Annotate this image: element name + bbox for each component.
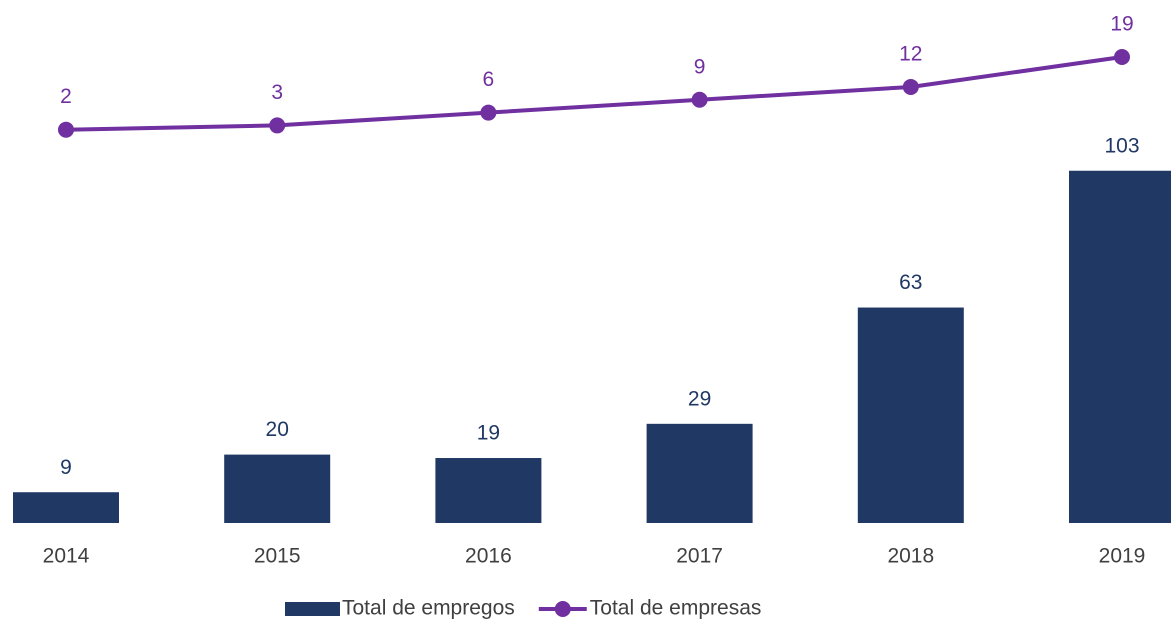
legend-swatch <box>285 602 340 616</box>
bar <box>1069 170 1171 524</box>
data-label: 63 <box>899 271 922 294</box>
bar <box>435 458 542 523</box>
line-marker <box>480 104 497 121</box>
data-label: 6 <box>483 68 495 91</box>
line-marker <box>691 91 708 108</box>
legend-label: Total de empregos <box>342 597 515 620</box>
x-tick-label: 2017 <box>676 545 723 568</box>
bar <box>224 454 331 523</box>
x-tick-label: 2014 <box>43 545 90 568</box>
line-marker <box>58 121 74 138</box>
data-label: 9 <box>60 456 72 479</box>
data-label: 19 <box>1110 13 1133 36</box>
data-label: 29 <box>688 387 711 410</box>
line-marker <box>269 117 286 134</box>
line-marker <box>902 78 919 95</box>
data-label: 2 <box>60 85 72 108</box>
line <box>65 55 1123 132</box>
legend-label: Total de empresas <box>590 597 762 620</box>
bar <box>13 492 119 523</box>
data-label: 103 <box>1104 134 1139 157</box>
data-label: 20 <box>266 418 289 441</box>
x-tick-label: 2015 <box>254 545 301 568</box>
legend-marker <box>554 601 571 617</box>
x-tick-label: 2018 <box>887 545 934 568</box>
x-tick-label: 2016 <box>465 545 512 568</box>
x-tick-label: 2019 <box>1099 545 1146 568</box>
data-label: 19 <box>477 422 500 445</box>
data-label: 12 <box>899 42 922 65</box>
data-label: 9 <box>694 55 706 78</box>
bar <box>857 307 964 523</box>
data-label: 3 <box>271 81 283 104</box>
line-marker <box>1114 49 1130 66</box>
bar <box>646 423 753 523</box>
